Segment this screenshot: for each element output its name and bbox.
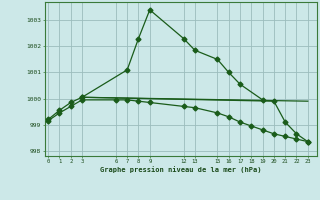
X-axis label: Graphe pression niveau de la mer (hPa): Graphe pression niveau de la mer (hPa) (100, 166, 261, 173)
